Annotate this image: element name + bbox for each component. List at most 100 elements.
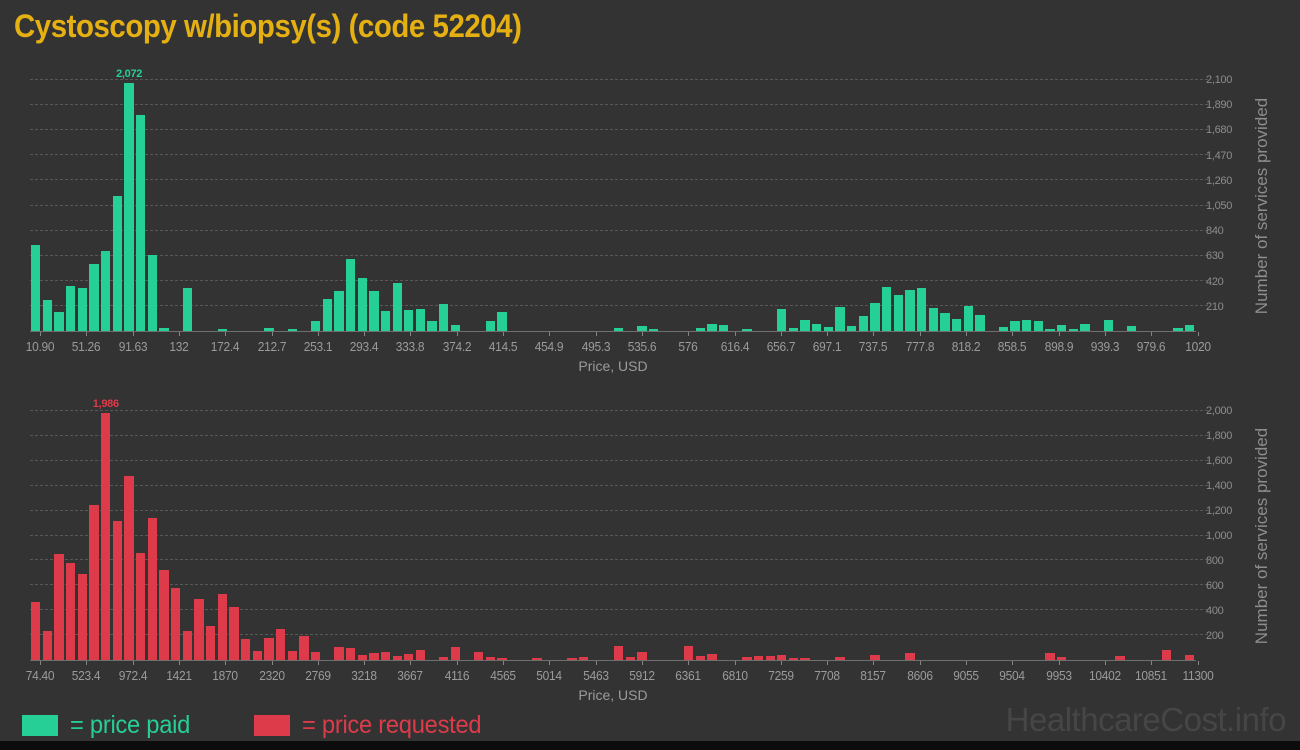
histogram-bar[interactable] [112, 195, 123, 331]
histogram-bar[interactable] [264, 328, 274, 331]
histogram-bar[interactable] [567, 658, 577, 660]
histogram-bar[interactable] [683, 646, 694, 660]
histogram-bar[interactable] [54, 554, 64, 660]
histogram-bar[interactable] [147, 517, 158, 660]
histogram-bar[interactable] [788, 657, 799, 660]
histogram-bar[interactable] [1056, 657, 1067, 660]
histogram-bar[interactable] [625, 656, 635, 660]
histogram-bar[interactable] [334, 647, 344, 660]
histogram-bar[interactable] [392, 283, 402, 331]
histogram-bar[interactable] [42, 300, 53, 331]
histogram-bar[interactable] [1115, 656, 1125, 660]
histogram-bar[interactable] [1126, 326, 1137, 331]
histogram-bar[interactable] [1010, 320, 1020, 331]
histogram-bar[interactable] [415, 650, 426, 660]
histogram-bar[interactable] [217, 328, 227, 331]
histogram-bar[interactable] [788, 327, 799, 331]
histogram-bar[interactable] [392, 656, 402, 660]
histogram-bar[interactable] [613, 646, 624, 660]
histogram-bar[interactable] [637, 652, 647, 660]
histogram-bar[interactable] [240, 639, 251, 660]
histogram-bar[interactable] [893, 295, 904, 331]
histogram-bar[interactable] [77, 574, 88, 660]
histogram-bar[interactable] [101, 412, 111, 660]
histogram-bar[interactable] [380, 310, 391, 331]
histogram-bar[interactable] [66, 286, 76, 331]
histogram-bar[interactable] [206, 625, 216, 660]
histogram-bar[interactable] [345, 647, 356, 660]
histogram-bar[interactable] [357, 277, 367, 331]
histogram-bar[interactable] [77, 287, 88, 331]
histogram-bar[interactable] [695, 327, 705, 331]
histogram-bar[interactable] [823, 326, 834, 331]
histogram-bar[interactable] [380, 652, 391, 660]
histogram-bar[interactable] [882, 287, 892, 331]
histogram-bar[interactable] [136, 552, 146, 660]
histogram-bar[interactable] [1080, 324, 1090, 331]
histogram-bar[interactable] [450, 325, 461, 331]
histogram-bar[interactable] [194, 599, 204, 660]
histogram-bar[interactable] [742, 656, 752, 660]
histogram-bar[interactable] [310, 321, 321, 331]
histogram-bar[interactable] [707, 654, 717, 660]
histogram-bar[interactable] [217, 594, 227, 660]
histogram-bar[interactable] [917, 288, 927, 331]
histogram-bar[interactable] [357, 655, 367, 660]
histogram-bar[interactable] [54, 311, 64, 331]
histogram-bar[interactable] [1103, 319, 1113, 331]
histogram-bar[interactable] [147, 254, 158, 331]
histogram-bar[interactable] [579, 657, 589, 660]
histogram-bar[interactable] [404, 309, 414, 331]
histogram-bar[interactable] [450, 646, 461, 660]
histogram-bar[interactable] [1045, 328, 1055, 331]
histogram-bar[interactable] [101, 251, 111, 331]
histogram-bar[interactable] [1068, 329, 1078, 331]
histogram-bar[interactable] [905, 653, 915, 660]
histogram-bar[interactable] [415, 308, 426, 331]
histogram-bar[interactable] [182, 287, 193, 331]
histogram-bar[interactable] [963, 305, 973, 331]
histogram-bar[interactable] [940, 312, 950, 331]
histogram-bar[interactable] [485, 320, 496, 331]
histogram-bar[interactable] [112, 520, 123, 660]
histogram-bar[interactable] [1173, 328, 1183, 331]
histogram-bar[interactable] [229, 607, 239, 660]
histogram-bar[interactable] [474, 651, 484, 660]
histogram-bar[interactable] [1161, 649, 1172, 660]
histogram-bar[interactable] [334, 291, 344, 331]
histogram-bar[interactable] [159, 328, 169, 331]
histogram-bar[interactable] [777, 654, 787, 660]
histogram-bar[interactable] [369, 290, 379, 331]
histogram-bar[interactable] [275, 629, 286, 660]
histogram-bar[interactable] [182, 630, 193, 660]
histogram-bar[interactable] [870, 302, 880, 331]
histogram-bar[interactable] [835, 657, 845, 660]
histogram-bar[interactable] [1185, 655, 1195, 660]
histogram-bar[interactable] [870, 655, 880, 660]
histogram-bar[interactable] [952, 319, 962, 331]
histogram-bar[interactable] [404, 654, 414, 660]
histogram-bar[interactable] [648, 328, 659, 331]
histogram-bar[interactable] [287, 651, 297, 660]
histogram-bar[interactable] [975, 315, 985, 331]
histogram-bar[interactable] [497, 311, 507, 331]
histogram-bar[interactable] [777, 309, 787, 331]
histogram-bar[interactable] [42, 630, 53, 660]
histogram-bar[interactable] [136, 115, 146, 331]
histogram-bar[interactable] [264, 638, 274, 660]
histogram-bar[interactable] [322, 299, 332, 331]
histogram-bar[interactable] [439, 304, 449, 331]
histogram-bar[interactable] [858, 316, 869, 331]
histogram-bar[interactable] [718, 324, 729, 331]
histogram-bar[interactable] [1185, 324, 1195, 331]
histogram-bar[interactable] [124, 475, 134, 660]
histogram-bar[interactable] [1021, 320, 1032, 331]
histogram-bar[interactable] [532, 658, 542, 660]
histogram-bar[interactable] [742, 328, 752, 331]
histogram-bar[interactable] [707, 323, 717, 331]
histogram-bar[interactable] [847, 325, 857, 331]
histogram-bar[interactable] [89, 505, 99, 660]
histogram-bar[interactable] [124, 83, 134, 331]
histogram-bar[interactable] [695, 655, 705, 660]
histogram-bar[interactable] [369, 653, 379, 660]
